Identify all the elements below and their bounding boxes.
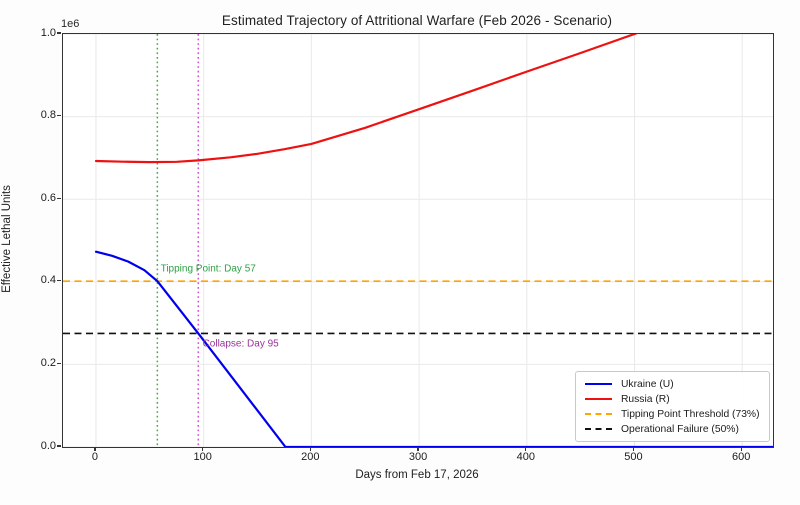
y-tick-mark xyxy=(57,280,61,282)
legend-label-ukraine: Ukraine (U) xyxy=(621,378,674,390)
legend-label-russia: Russia (R) xyxy=(621,393,670,405)
x-tick-mark xyxy=(202,447,204,451)
legend-row-russia: Russia (R) xyxy=(585,393,761,405)
x-tick-label: 0 xyxy=(91,451,99,463)
x-tick-mark xyxy=(94,447,96,451)
legend-row-operational-failure: Operational Failure (50%) xyxy=(585,423,761,435)
x-tick-label: 200 xyxy=(301,451,320,463)
legend-row-ukraine: Ukraine (U) xyxy=(585,378,761,390)
x-tick-label: 600 xyxy=(732,451,751,463)
y-tick-mark xyxy=(57,32,61,34)
legend-line-operational-failure-icon xyxy=(585,428,612,430)
legend-line-russia-icon xyxy=(585,398,612,400)
x-tick-mark xyxy=(632,447,635,451)
legend-label-tipping-threshold: Tipping Point Threshold (73%) xyxy=(621,408,760,420)
y-axis-label: Effective Lethal Units xyxy=(1,185,13,293)
legend: Ukraine (U) Russia (R) Tipping Point Thr… xyxy=(575,371,770,442)
x-axis-label: Days from Feb 17, 2026 xyxy=(355,469,479,481)
x-tick-mark xyxy=(740,447,742,451)
legend-row-tipping-threshold: Tipping Point Threshold (73%) xyxy=(585,408,761,420)
y-tick-label: 0.0 xyxy=(40,439,56,452)
x-tick-label: 300 xyxy=(408,451,428,463)
x-tick-label: 100 xyxy=(193,451,212,463)
legend-line-tipping-threshold-icon xyxy=(585,413,612,415)
legend-line-ukraine-icon xyxy=(585,383,612,385)
x-tick-mark xyxy=(525,447,527,451)
y-tick-label: 0.8 xyxy=(40,109,56,122)
annotation-tipping-point: Tipping Point: Day 57 xyxy=(160,263,256,275)
chart-title: Estimated Trajectory of Attritional Warf… xyxy=(221,13,613,28)
x-tick-label: 400 xyxy=(516,451,535,463)
y-tick-mark xyxy=(57,115,61,117)
y-tick-label: 0.4 xyxy=(40,274,56,287)
x-tick-mark xyxy=(309,447,311,451)
y-tick-label: 0.6 xyxy=(40,191,56,204)
y-tick-mark xyxy=(57,362,61,364)
plot-svg xyxy=(63,34,773,447)
y-tick-mark xyxy=(57,445,61,447)
y-axis-offset-label: 1e6 xyxy=(61,18,80,30)
legend-label-operational-failure: Operational Failure (50%) xyxy=(621,423,739,435)
y-tick-label: 0.2 xyxy=(40,356,56,369)
x-tick-label: 500 xyxy=(624,451,643,463)
x-tick-mark xyxy=(417,447,419,451)
annotation-collapse: Collapse: Day 95 xyxy=(202,338,279,350)
y-tick-label: 1.0 xyxy=(40,26,56,39)
plot-area: Tipping Point: Day 57 Collapse: Day 95 U… xyxy=(62,33,774,448)
y-tick-mark xyxy=(57,197,61,199)
